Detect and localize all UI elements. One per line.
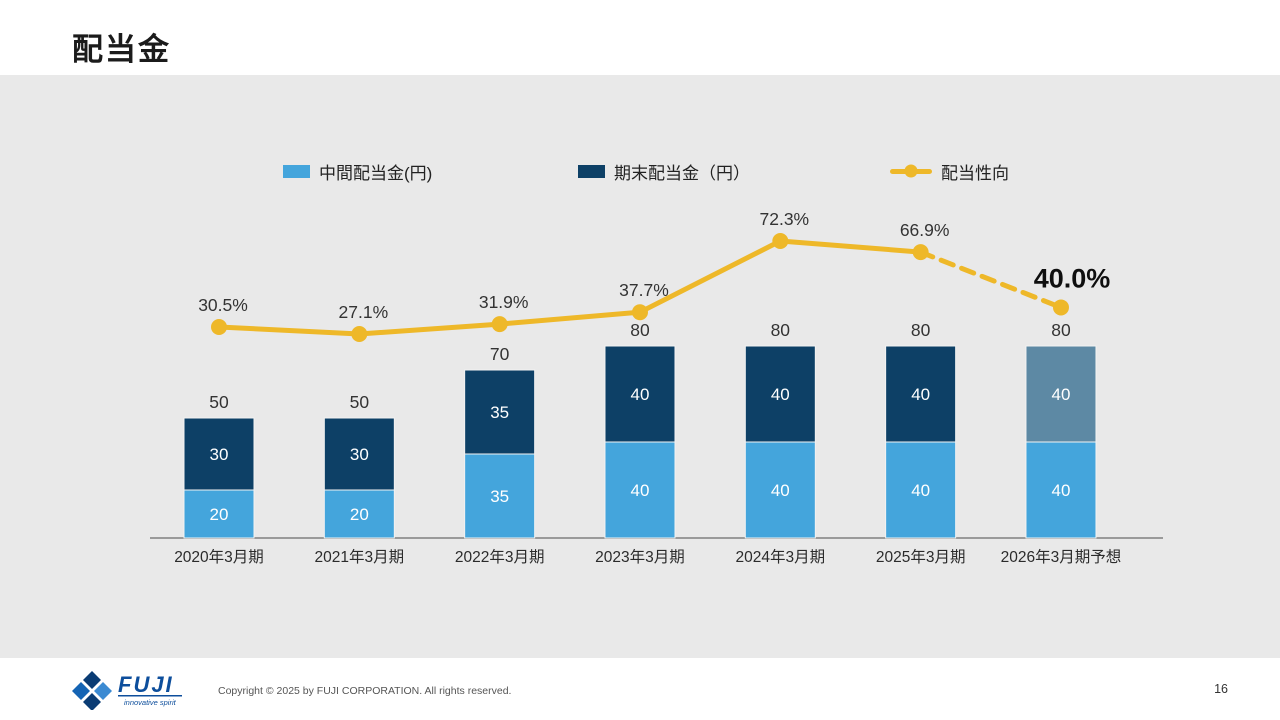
payout-ratio-line-solid [218,238,921,337]
payout-ratio-marker [491,316,508,333]
yearend-dividend-bar-segment [183,417,255,491]
category-label: 2024年3月期 [736,548,826,566]
yearend-dividend-bar-segment [1025,345,1097,443]
interim-value-label: 20 [210,505,229,524]
interim-value-label: 20 [350,505,369,524]
yearend-value-label: 35 [490,403,509,422]
total-dividend-label: 50 [209,392,229,412]
total-dividend-label: 80 [1051,320,1071,340]
fuji-logo-tagline: innovative spirit [124,698,177,707]
legend-item-yearend-dividend: 期末配当金（円） [578,155,750,187]
payout-ratio-label: 31.9% [479,292,529,312]
yearend-value-label: 40 [1052,385,1071,404]
interim-value-label: 40 [911,481,930,500]
interim-dividend-swatch [283,164,310,178]
fuji-logo-text: FUJI [118,672,174,697]
payout-ratio-marker [912,244,929,261]
yearend-dividend-bar-segment [885,345,957,443]
payout-ratio-marker [631,304,648,321]
page-title: 配当金 [72,32,171,67]
yearend-value-label: 40 [631,385,650,404]
yearend-value-label: 40 [911,385,930,404]
payout-ratio-marker [211,319,227,335]
copyright-text: Copyright © 2025 by FUJI CORPORATION. Al… [218,685,512,697]
payout-ratio-marker [351,325,368,342]
payout-ratio-dot-icon [904,164,918,178]
total-dividend-label: 50 [350,392,370,412]
payout-ratio-label-forecast: 40.0% [1034,263,1111,293]
category-label: 2020年3月期 [174,548,264,566]
fuji-logo: FUJI innovative spirit [72,671,182,710]
payout-ratio-label: 37.7% [619,280,669,300]
interim-value-label: 40 [1052,481,1071,500]
total-dividend-label: 70 [490,344,510,364]
legend-label: 配当性向 [941,163,1009,183]
category-label: 2022年3月期 [455,548,545,566]
interim-value-label: 40 [631,481,650,500]
footer-band: FUJI innovative spirit Copyright © 2025 … [0,658,1280,720]
payout-ratio-marker [772,233,789,250]
yearend-dividend-bar-segment [604,345,676,443]
category-label: 2021年3月期 [315,548,405,566]
yearend-dividend-bar-segment [464,369,536,455]
chart-legend: 中間配当金(円) 期末配当金（円） 配当性向 [0,155,1280,187]
interim-dividend-bar-segment [464,453,536,539]
interim-value-label: 35 [490,487,509,506]
legend-item-payout-ratio: 配当性向 [890,155,1009,187]
payout-ratio-label: 30.5% [198,295,248,315]
payout-ratio-line-forecast-dashed [918,249,1064,310]
category-label: 2026年3月期予想 [1001,548,1122,566]
interim-dividend-bar-segment [183,489,255,539]
yearend-dividend-swatch [578,164,605,178]
yearend-value-label: 30 [210,445,229,464]
dividend-combo-chart: 20 30 50 2020年3月期 20 30 50 2021年3月期 35 35 70 2022年3… [150,209,1163,566]
total-dividend-label: 80 [771,320,791,340]
total-dividend-label: 80 [911,320,931,340]
header-band: 配当金 [0,0,1280,75]
payout-ratio-label: 27.1% [339,302,389,322]
interim-dividend-bar-segment [885,441,957,539]
total-dividend-label: 80 [630,320,650,340]
payout-ratio-label: 66.9% [900,220,950,240]
interim-value-label: 40 [771,481,790,500]
page-number: 16 [1214,682,1228,696]
interim-dividend-bar-segment [604,441,676,539]
legend-item-interim-dividend: 中間配当金(円) [283,155,432,187]
chart-area: 20 30 50 2020年3月期 20 30 50 2021年3月期 35 35 70 2022年3… [0,75,1280,658]
legend-label: 期末配当金（円） [614,163,750,183]
yearend-value-label: 40 [771,385,790,404]
yearend-value-label: 30 [350,445,369,464]
interim-dividend-bar-segment [744,441,816,539]
yearend-dividend-bar-segment [323,417,395,491]
yearend-dividend-bar-segment [744,345,816,443]
payout-ratio-label: 72.3% [760,209,810,229]
payout-ratio-line-swatch [890,164,932,178]
legend-label: 中間配当金(円) [319,163,433,183]
payout-ratio-marker [1052,299,1069,316]
category-label: 2025年3月期 [876,548,966,566]
interim-dividend-bar-segment [1025,441,1097,539]
category-label: 2023年3月期 [595,548,685,566]
